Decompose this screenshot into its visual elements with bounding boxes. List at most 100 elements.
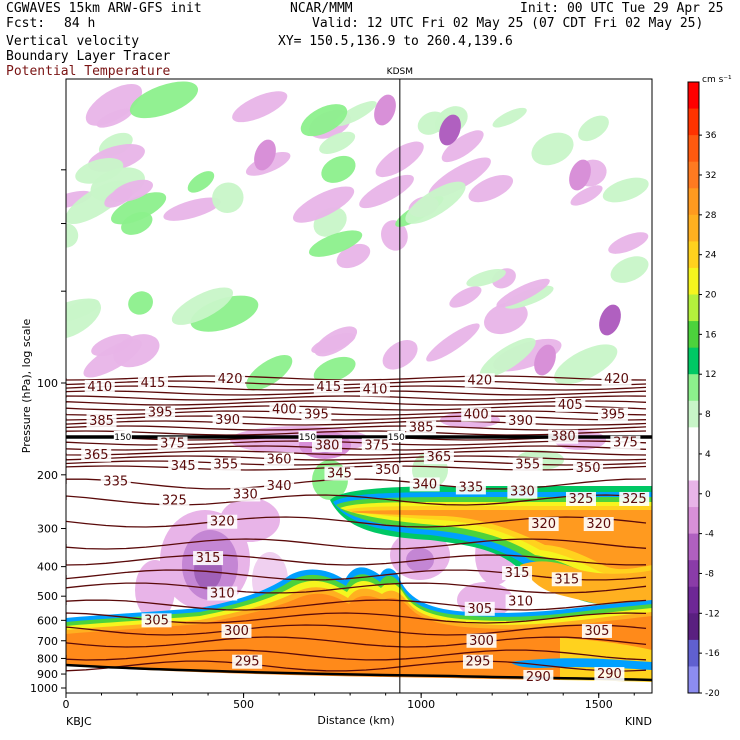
colorbar-label: 0 (705, 490, 711, 500)
x-tick-label: 1000 (407, 698, 435, 711)
theta-label-bg (264, 479, 295, 494)
theta-label-bg (301, 407, 332, 422)
wave-cell (334, 101, 377, 127)
y-axis-title: Pressure (hPa), log scale (20, 319, 33, 454)
wave-cell (85, 83, 143, 126)
theta-label-bg (423, 450, 454, 465)
wave-cell (111, 192, 167, 225)
y-tick-label: 800 (37, 652, 58, 665)
theta-label: 415 (316, 380, 341, 395)
theta-label: 365 (426, 450, 451, 465)
wave-cell (531, 132, 574, 166)
x-tick-label: 1500 (585, 698, 613, 711)
wave-cell (171, 287, 234, 325)
theta-label: 310 (508, 594, 533, 609)
colorbar-swatch (688, 507, 699, 535)
theta-contour-line (66, 460, 647, 466)
theta-label-bg (619, 491, 650, 506)
colorbar-swatch (688, 347, 699, 375)
theta-label-bg (324, 466, 355, 481)
colorbar-swatch (688, 321, 699, 349)
theta-contour-line (66, 660, 647, 672)
colorbar-swatch (688, 586, 699, 614)
theta-label: 320 (210, 515, 235, 530)
theta-label: 415 (141, 376, 166, 391)
terrain-line (66, 663, 652, 682)
colorbar-label: 36 (705, 131, 717, 141)
theta-label: 375 (613, 436, 638, 451)
theta-label: 380 (551, 430, 576, 445)
theta-label-bg (313, 379, 344, 394)
theta-label-bg (230, 487, 261, 502)
theta-label: 410 (363, 382, 388, 397)
colorbar-label: -4 (705, 530, 714, 540)
colorbar-label: 12 (705, 370, 716, 380)
theta-label-bg (221, 623, 252, 638)
theta-label-bg (359, 382, 390, 397)
theta-contour-line (66, 425, 647, 431)
y-tick-label: 900 (37, 668, 58, 681)
theta-contour-line (66, 624, 647, 636)
y-tick-label: 300 (37, 523, 58, 536)
wave-cell (484, 302, 528, 335)
theta-label: 400 (464, 408, 489, 423)
theta-label: 355 (515, 457, 540, 472)
wave-cell (468, 174, 514, 203)
colorbar-swatch (688, 639, 699, 667)
wave-cell (309, 230, 363, 257)
theta-label-bg (406, 420, 437, 435)
fcst-label: Fcst: (6, 16, 46, 31)
theta-label-bg (594, 667, 625, 682)
wave-cell (113, 334, 160, 368)
theta-label: 300 (469, 634, 494, 649)
theta-label: 290 (597, 667, 622, 682)
plot-frame (65, 78, 653, 694)
colorbar-swatch (688, 214, 699, 242)
theta-contour-line (66, 649, 647, 661)
theta-label: 315 (554, 572, 579, 587)
theta-label: 420 (218, 372, 243, 387)
theta-label-bg (528, 517, 559, 532)
colorbar-label: 8 (705, 410, 711, 420)
wave-cell (111, 179, 153, 203)
wave-core (569, 159, 591, 191)
theta-label-bg (138, 376, 169, 390)
theta-label: 300 (224, 624, 249, 639)
wave-cell (187, 171, 215, 193)
tropopause-tag-bg (387, 431, 406, 442)
init-time: Init: 00 UTC Tue 29 Apr 25 (520, 1, 724, 16)
theta-label: 390 (215, 413, 240, 428)
theta-contour-line (66, 395, 647, 401)
wave-cell (246, 354, 293, 391)
colorbar-units: cm s⁻¹ (702, 75, 732, 85)
theta-label: 325 (569, 492, 594, 507)
cross-section-xy: XY= 150.5,136.9 to 260.4,139.6 (278, 34, 513, 49)
theta-label: 335 (103, 474, 128, 489)
colorbar: 36 32 28 24 20 16 12 8 4 0 -4 -8 -12 -16 -20 (687, 81, 720, 699)
theta-contour-line (66, 494, 647, 506)
tropopause-labels: 150 150 150 (113, 431, 406, 443)
theta-label-bg (81, 447, 112, 462)
wave-cell (232, 91, 288, 123)
y-tick-label: 400 (37, 561, 58, 574)
wave-core (439, 114, 461, 146)
colorbar-label: -20 (705, 689, 720, 699)
theta-label: 295 (235, 655, 260, 670)
theta-label: 330 (510, 485, 535, 500)
theta-label: 290 (526, 670, 551, 685)
theta-label-bg (455, 480, 486, 495)
theta-label: 390 (508, 414, 533, 429)
theta-label-bg (207, 586, 238, 601)
colorbar-label: 16 (705, 330, 717, 340)
theta-label-bg (372, 463, 403, 478)
y-tick-label: 200 (37, 469, 58, 482)
theta-contour-line (66, 636, 647, 648)
wave-cell (602, 177, 649, 203)
theta-label-bg (601, 371, 632, 386)
theta-contour-line (66, 430, 647, 436)
wave-cell (441, 130, 484, 163)
theta-contour-line (66, 455, 647, 461)
theta-label-bg (583, 517, 614, 532)
colorbar-swatch (688, 135, 699, 163)
